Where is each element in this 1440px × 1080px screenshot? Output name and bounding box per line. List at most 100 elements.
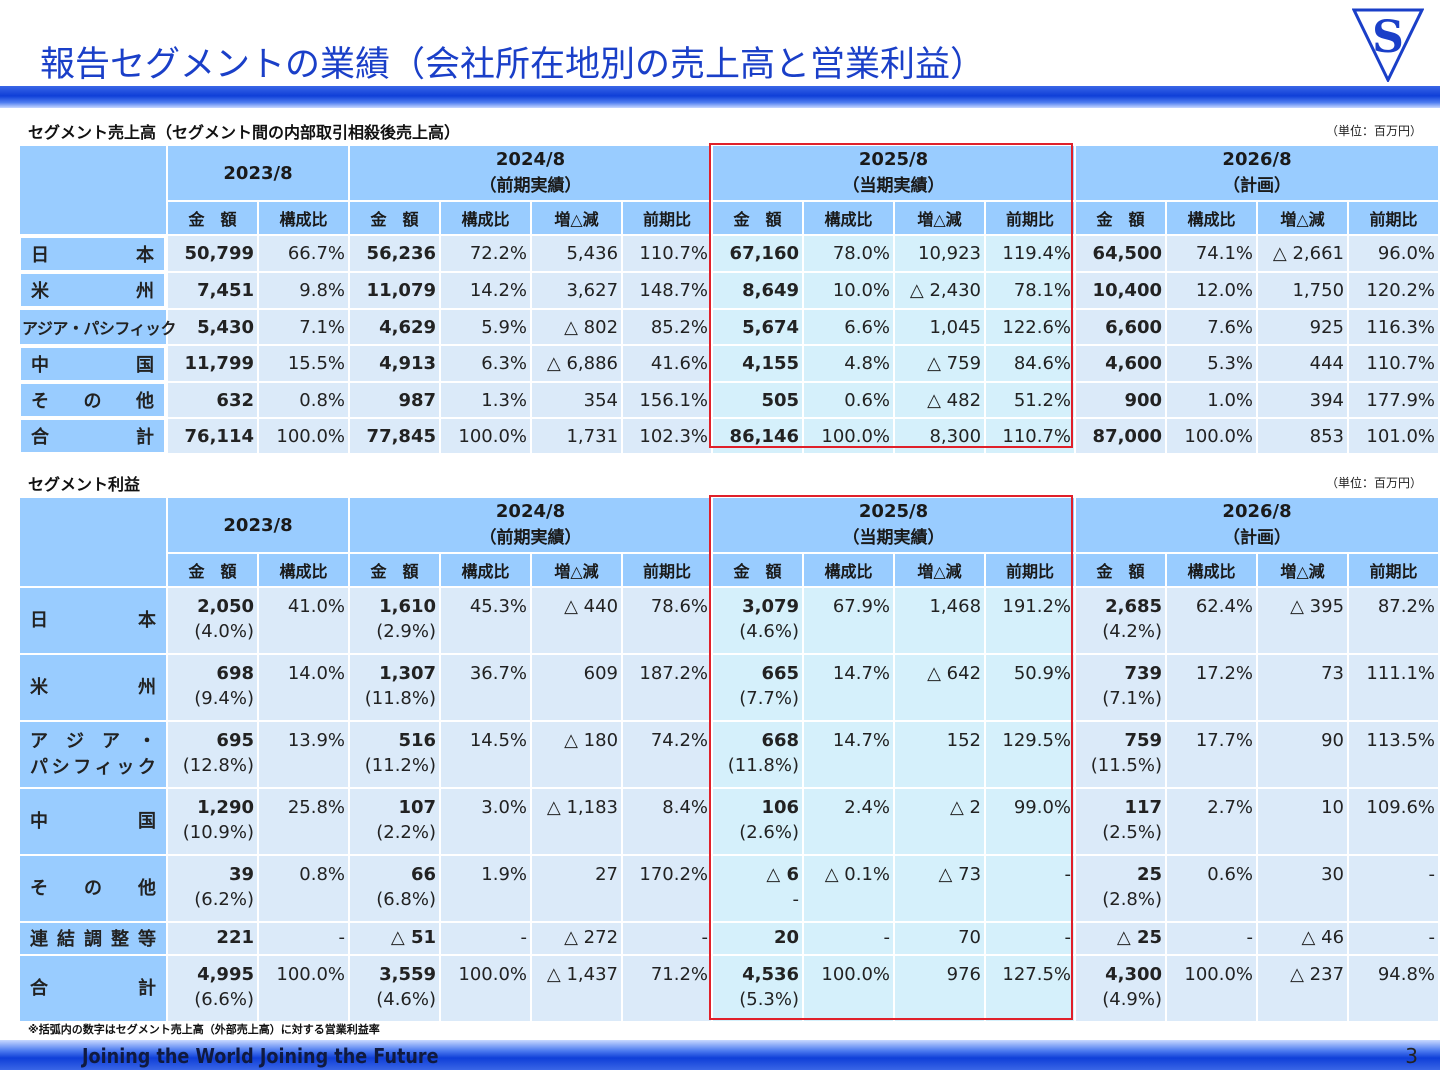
column-header-ratio: 構成比 (1165, 200, 1259, 236)
column-header-ratio: 構成比 (1165, 552, 1259, 588)
value-text: 1.9% (481, 864, 528, 885)
profit-margin: (11.5%) (1090, 755, 1163, 776)
value-text: 45.3% (469, 596, 528, 617)
period-header: 2026/8 （計画） (1074, 144, 1440, 202)
amount-cell: 1,307 (11.8%) (348, 653, 442, 722)
amount-cell: 987 (348, 381, 442, 419)
column-header-amount: 金 額 (348, 552, 442, 588)
amount-cell: 25 (2.8%) (1074, 854, 1168, 923)
value-text: 0.8% (299, 864, 346, 885)
value-text: - (520, 927, 528, 948)
profit-amount: 698 (216, 663, 254, 684)
value-text: 36.7% (469, 663, 528, 684)
value-cell: △ 2,430 (893, 271, 987, 310)
profit-amount: 3,559 (379, 964, 437, 985)
value-text: 187.2% (639, 663, 709, 684)
amount-cell: 39 (6.2%) (166, 854, 259, 923)
value-cell: △ 6,886 (530, 344, 624, 383)
period-year: 2023/8 (223, 514, 293, 536)
column-header-ratio: 構成比 (439, 200, 533, 236)
period-header: 2026/8 （計画） (1074, 496, 1440, 554)
profit-amount: 106 (761, 797, 800, 818)
value-cell: 2.7% (1165, 787, 1259, 856)
value-cell: 50.9% (984, 653, 1077, 722)
column-header-ratio: 構成比 (802, 552, 896, 588)
amount-cell: 516 (11.2%) (348, 720, 442, 789)
value-cell: 0.8% (256, 381, 351, 419)
profit-margin: (9.4%) (194, 688, 254, 709)
period-header: 2024/8 （前期実績） (348, 496, 714, 554)
region-name: 合計 (30, 977, 156, 999)
value-cell: △ 0.1% (802, 854, 896, 923)
profit-amount: 2,050 (197, 596, 254, 617)
profit-amount: 668 (761, 730, 800, 751)
value-text: 152 (946, 730, 982, 751)
value-text: 127.5% (1002, 964, 1072, 985)
amount-cell: 4,995 (6.6%) (166, 954, 259, 1023)
period-note: （当期実績） (842, 176, 945, 196)
value-cell: 444 (1256, 344, 1350, 383)
profit-amount: 4,300 (1105, 964, 1163, 985)
profit-amount: 739 (1124, 663, 1163, 684)
page-number: 3 (1405, 1044, 1418, 1068)
region-label: 連結調整等 (18, 921, 168, 956)
value-cell: 3.0% (439, 787, 533, 856)
value-text: 67.9% (832, 596, 891, 617)
profit-margin: (4.9%) (1102, 989, 1163, 1010)
profit-amount: 117 (1124, 797, 1163, 818)
value-text: 100.0% (1184, 964, 1254, 985)
value-text: △ 237 (1290, 964, 1345, 985)
value-text: 78.6% (650, 596, 709, 617)
table-row: 日本 50,799 66.7% 56,236 72.2% 5,436 110.7% 67,16… (19, 234, 1440, 273)
value-text: - (1246, 927, 1254, 948)
value-cell: △ 272 (530, 921, 624, 956)
amount-cell: 4,600 (1074, 344, 1168, 383)
amount-cell: 739 (7.1%) (1074, 653, 1168, 722)
value-text: △ 46 (1301, 927, 1345, 948)
amount-cell: 107 (2.2%) (348, 787, 442, 856)
profit-margin: (12.8%) (182, 755, 254, 776)
value-cell: 129.5% (984, 720, 1077, 789)
value-cell: 127.5% (984, 954, 1077, 1023)
value-cell: - (984, 921, 1077, 956)
amount-cell: △ 51 (348, 921, 442, 956)
region-name: アジア・パシフィック (22, 319, 177, 338)
profit-table: 2023/8 2024/8 （前期実績） 2025/8 （当期実績） 2026/8 （計画）… (18, 496, 1440, 1023)
column-header-change: 増△減 (1256, 552, 1350, 588)
profit-amount: 759 (1124, 730, 1163, 751)
value-cell: - (256, 921, 351, 956)
value-text: - (338, 927, 346, 948)
profit-amount: 4,536 (742, 964, 800, 985)
value-text: △ 2 (949, 797, 982, 818)
value-cell: △ 395 (1256, 586, 1350, 655)
value-cell: 17.7% (1165, 720, 1259, 789)
value-cell: △ 46 (1256, 921, 1350, 956)
value-cell: 110.7% (621, 234, 714, 273)
profit-margin: (2.6%) (739, 822, 800, 843)
value-cell: 152 (893, 720, 987, 789)
column-header-yoy: 前期比 (621, 200, 714, 236)
amount-cell: 4,629 (348, 308, 442, 346)
value-cell: 78.0% (802, 234, 896, 273)
region-label: アジア・パシフィック (18, 720, 168, 789)
amount-cell: 2,685 (4.2%) (1074, 586, 1168, 655)
value-cell: 8,300 (893, 417, 987, 455)
profit-margin: (7.1%) (1102, 688, 1163, 709)
profit-amount: 66 (410, 864, 437, 885)
value-cell: 51.2% (984, 381, 1077, 419)
value-text: △ 0.1% (824, 864, 891, 885)
value-cell: 1.0% (1165, 381, 1259, 419)
value-cell: 67.9% (802, 586, 896, 655)
value-cell: 100.0% (256, 417, 351, 455)
table-row: 日本 2,050 (4.0%) 41.0% 1,610 (2.9%) 45.3% △ 440 7… (18, 586, 1440, 655)
value-cell: 14.5% (439, 720, 533, 789)
value-cell: - (802, 921, 896, 956)
region-label: その他 (19, 382, 166, 418)
value-cell: 72.2% (439, 234, 533, 273)
value-cell: - (1347, 854, 1440, 923)
value-text: 2.7% (1207, 797, 1254, 818)
footnote: ※括弧内の数字はセグメント売上高（外部売上高）に対する営業利益率 (28, 1023, 380, 1036)
sales-unit-label: （単位：百万円） (1325, 124, 1422, 138)
amount-cell: 5,430 (166, 308, 259, 346)
value-cell: 1,750 (1256, 271, 1350, 310)
